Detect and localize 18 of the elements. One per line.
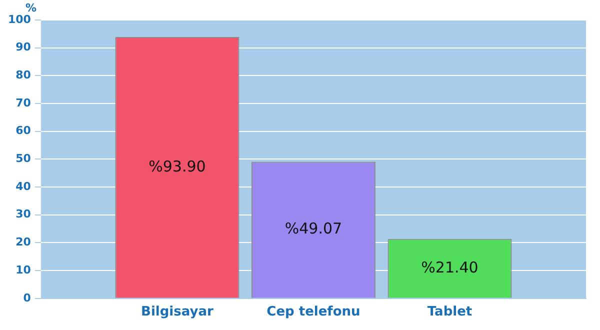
y-tick-label: 0 <box>23 291 32 304</box>
x-tick-label: Cep telefonu <box>266 304 360 320</box>
y-tick-label: 30 <box>16 208 32 221</box>
y-tick-label: 70 <box>16 96 32 110</box>
y-tick-label: 20 <box>16 236 32 249</box>
y-tick-label: 90 <box>16 40 32 54</box>
x-tick-label: Tablet <box>427 304 472 320</box>
y-tick-label: 80 <box>16 68 32 82</box>
y-tick-label: 60 <box>16 124 32 138</box>
data-label: %49.07 <box>284 220 342 238</box>
y-tick-label: 50 <box>16 152 32 166</box>
data-label: %21.40 <box>421 258 478 276</box>
y-axis-title: % <box>25 1 36 14</box>
x-tick-label: Bilgisayar <box>141 304 214 320</box>
y-tick-label: 40 <box>16 180 32 193</box>
y-tick-label: 10 <box>16 263 32 276</box>
data-label: %93.90 <box>148 157 206 176</box>
y-tick-label: 100 <box>8 12 32 26</box>
